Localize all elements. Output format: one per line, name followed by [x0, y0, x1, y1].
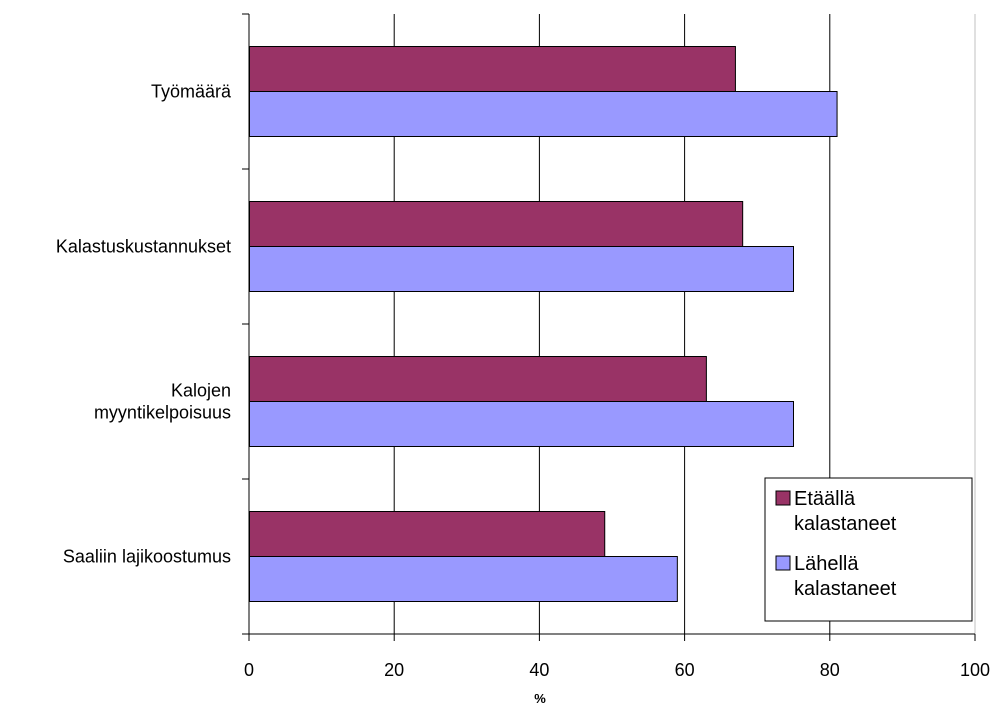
- x-tick-label: 0: [244, 660, 254, 680]
- legend-label: Lähellä: [794, 553, 859, 575]
- bar-etaalla-1: [249, 201, 744, 247]
- legend-label: kalastaneet: [794, 513, 897, 535]
- x-tick-label: 100: [960, 660, 990, 680]
- bars: [249, 46, 838, 602]
- x-tick-label: 60: [675, 660, 695, 680]
- category-label: Kalojen: [171, 381, 231, 401]
- category-labels: Työmäärä Kalastuskustannukset Kalojenmyynt…: [56, 82, 232, 567]
- category-label: Työmäärä: [151, 82, 232, 102]
- bar-lahella-0: [249, 91, 838, 137]
- x-tick-label: 40: [529, 660, 549, 680]
- bar-lahella-2: [249, 401, 794, 447]
- bar-etaalla-2: [249, 356, 707, 402]
- legend-box: [764, 477, 973, 622]
- x-tick-label: 20: [384, 660, 404, 680]
- x-axis-title: %: [534, 691, 546, 706]
- legend: Etäällä kalastaneet Lähellä kalastaneet: [764, 477, 973, 622]
- legend-swatch: [775, 555, 791, 571]
- x-tick-label: 80: [820, 660, 840, 680]
- category-label: Kalastuskustannukset: [56, 237, 231, 257]
- legend-label: kalastaneet: [794, 578, 897, 600]
- legend-swatch: [775, 490, 791, 506]
- bar-etaalla-0: [249, 46, 736, 92]
- legend-label: Etäällä: [794, 488, 856, 510]
- axes: [242, 13, 976, 641]
- bar-lahella-3: [249, 556, 678, 602]
- bar-lahella-1: [249, 246, 794, 292]
- category-label: myyntikelpoisuus: [94, 403, 231, 423]
- x-tick-labels: 0 20 40 60 80 100: [244, 660, 990, 680]
- category-label: Saaliin lajikoostumus: [63, 547, 231, 567]
- bar-etaalla-3: [249, 511, 606, 557]
